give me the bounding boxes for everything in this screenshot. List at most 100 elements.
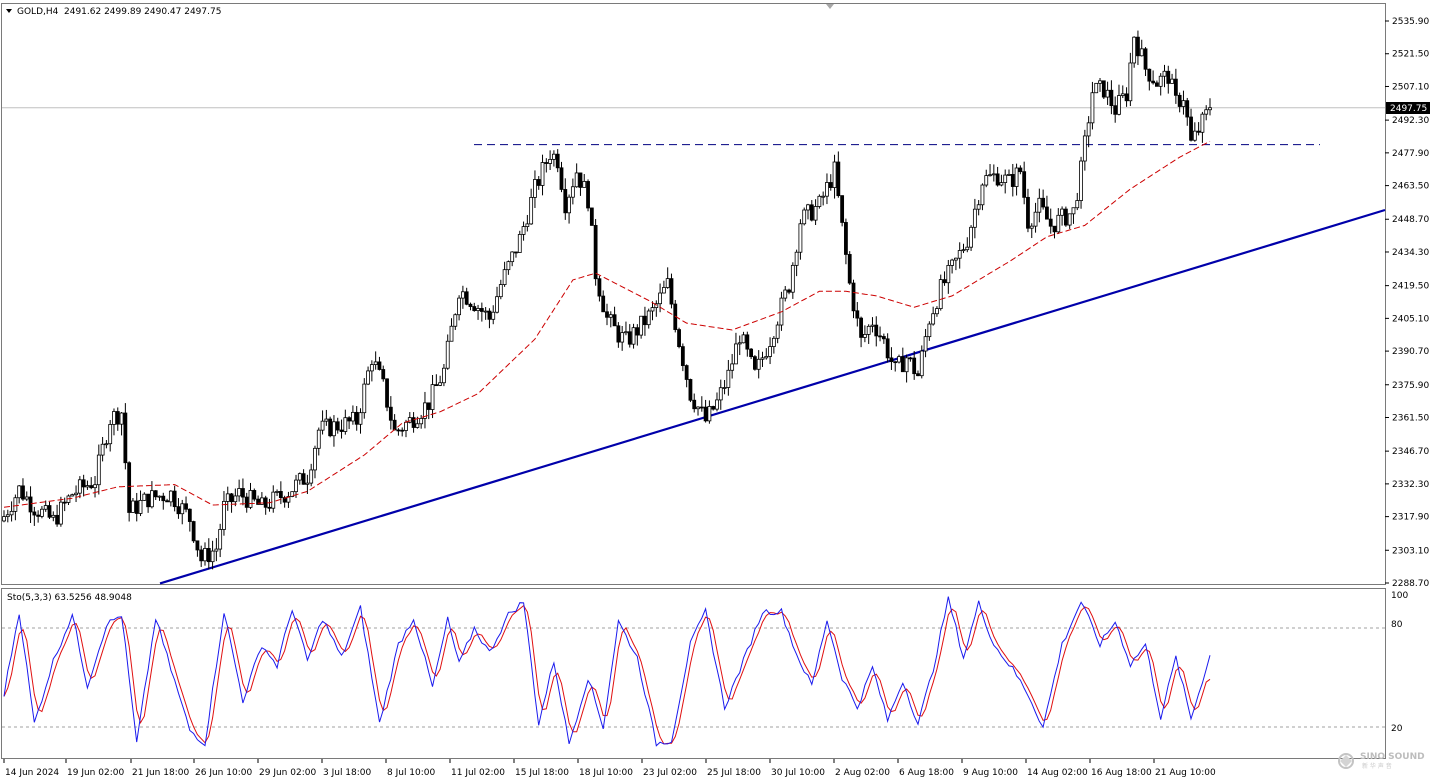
y-tick-label: 2434.30 xyxy=(1392,248,1429,258)
candle-down xyxy=(1155,82,1159,87)
candle-down xyxy=(377,361,382,370)
candle-down xyxy=(165,500,169,503)
candle-up xyxy=(85,485,90,488)
candle-up xyxy=(1075,200,1080,209)
candle-down xyxy=(601,295,606,313)
candle-down xyxy=(597,278,602,297)
x-tick-label: 2 Aug 02:00 xyxy=(835,768,890,778)
candle-up xyxy=(650,307,655,312)
candle-down xyxy=(199,549,204,562)
candle-down xyxy=(36,514,41,517)
candle-down xyxy=(241,488,245,498)
candle-down xyxy=(115,411,120,425)
candle-down xyxy=(472,306,477,312)
candle-down xyxy=(616,325,621,343)
candle-up xyxy=(77,479,82,494)
candle-up xyxy=(1200,113,1205,133)
y-tick-label: 2477.90 xyxy=(1392,149,1429,159)
symbol-dropdown-icon[interactable] xyxy=(6,9,12,13)
candle-up xyxy=(1120,93,1125,96)
candle-down xyxy=(1151,80,1156,84)
candle-up xyxy=(168,490,173,503)
candle-down xyxy=(836,161,841,197)
candle-up xyxy=(798,223,803,253)
indicator-frame xyxy=(1,588,1386,759)
candle-up xyxy=(453,314,458,327)
candle-up xyxy=(502,269,507,285)
candle-up xyxy=(498,284,503,298)
candle-down xyxy=(1045,206,1049,220)
candle-up xyxy=(2,516,6,522)
candle-up xyxy=(790,264,795,293)
candle-down xyxy=(161,495,166,502)
y-tick-label: 2535.90 xyxy=(1392,17,1429,27)
candle-up xyxy=(802,209,807,225)
candle-down xyxy=(1109,89,1114,107)
support-trendline[interactable] xyxy=(159,208,1386,585)
candle-up xyxy=(305,482,310,485)
logo-icon xyxy=(1338,753,1354,769)
candle-down xyxy=(555,153,560,169)
scroll-marker-icon[interactable] xyxy=(826,4,834,9)
candle-down xyxy=(885,338,890,359)
candle-down xyxy=(753,356,757,370)
x-tick-label: 21 Aug 10:00 xyxy=(1155,768,1216,778)
candle-down xyxy=(677,329,681,347)
candle-down xyxy=(1166,70,1171,84)
candle-up xyxy=(259,497,264,505)
candle-down xyxy=(809,204,814,221)
candle-down xyxy=(900,356,905,373)
candle-down xyxy=(1177,94,1182,107)
candle-up xyxy=(620,332,625,343)
x-tick-label: 8 Jul 10:00 xyxy=(387,768,436,778)
candle-down xyxy=(859,317,863,338)
candle-down xyxy=(1048,218,1053,227)
candle-down xyxy=(426,402,431,410)
candle-down xyxy=(1018,167,1023,173)
candle-down xyxy=(1196,130,1201,133)
candle-down xyxy=(893,361,898,364)
candle-up xyxy=(506,261,511,271)
candle-up xyxy=(567,196,571,214)
candle-up xyxy=(17,485,22,499)
candle-up xyxy=(1139,48,1144,57)
y-tick-label: 2375.90 xyxy=(1392,381,1429,391)
y-tick-label: 2521.50 xyxy=(1392,50,1429,60)
candle-up xyxy=(5,514,10,517)
candle-down xyxy=(1026,196,1030,229)
candle-up xyxy=(927,323,932,338)
candle-up xyxy=(756,358,761,370)
candle-up xyxy=(1003,174,1008,183)
candle-down xyxy=(711,406,716,410)
candle-down xyxy=(1113,105,1118,115)
candle-up xyxy=(294,479,298,493)
candle-down xyxy=(487,310,492,320)
candle-up xyxy=(1094,82,1099,94)
candle-down xyxy=(563,189,568,214)
candle-up xyxy=(817,195,822,207)
candle-up xyxy=(806,204,810,211)
candle-down xyxy=(89,485,94,489)
candle-down xyxy=(1143,48,1148,70)
candle-down xyxy=(195,540,200,551)
candle-up xyxy=(1079,160,1083,201)
candle-down xyxy=(593,225,598,280)
candle-down xyxy=(589,207,594,226)
x-tick-label: 18 Jul 10:00 xyxy=(579,768,633,778)
indicator-level-20: 20 xyxy=(1391,724,1403,734)
candle-up xyxy=(142,493,147,501)
candle-up xyxy=(248,490,253,508)
candle-down xyxy=(32,511,37,516)
candle-down xyxy=(464,291,469,305)
candle-up xyxy=(935,308,939,315)
candle-up xyxy=(1128,62,1133,102)
candle-down xyxy=(392,419,397,431)
candle-down xyxy=(47,505,52,518)
candle-up xyxy=(923,336,928,352)
y-tick-label: 2405.10 xyxy=(1392,314,1429,324)
candle-up xyxy=(362,383,367,414)
candle-down xyxy=(605,311,609,318)
y-tick-label: 2288.70 xyxy=(1392,579,1429,589)
candle-up xyxy=(552,153,556,160)
candle-down xyxy=(184,503,188,510)
